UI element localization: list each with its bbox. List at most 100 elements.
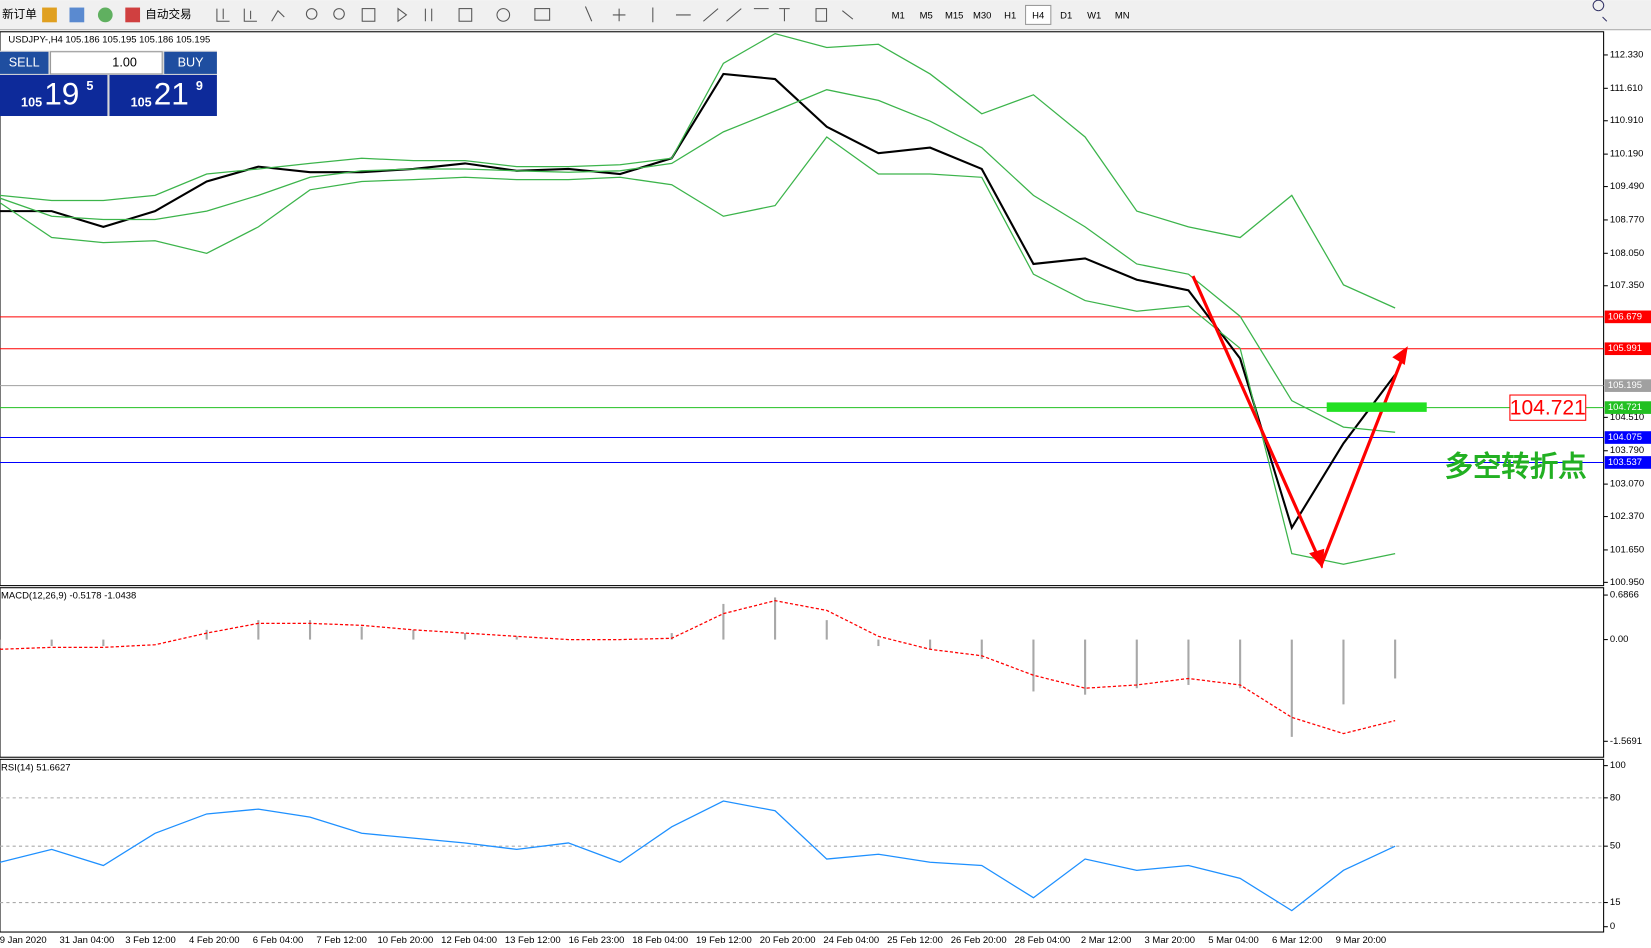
timeframe-button[interactable]: D1 (1060, 10, 1072, 21)
lot-value[interactable]: 1.00 (112, 56, 137, 70)
drawings: 104.721 多空转折点 (1191, 275, 1587, 569)
level-label: 104.075 (1608, 432, 1642, 443)
bid-box[interactable] (0, 74, 108, 117)
x-tick-label: 13 Feb 12:00 (505, 935, 561, 946)
timeframe-button[interactable]: H4 (1032, 10, 1044, 21)
buy-label[interactable]: BUY (178, 56, 205, 70)
x-tick-label: 6 Feb 04:00 (253, 935, 304, 946)
y-tick-label: 101.650 (1610, 544, 1644, 555)
level-label-bg (1604, 456, 1651, 469)
x-tick-label: 9 Mar 20:00 (1336, 935, 1387, 946)
x-tick-label: 7 Feb 12:00 (316, 935, 367, 946)
auto-trading-icon[interactable] (125, 7, 141, 23)
x-tick-label: 31 Jan 04:00 (59, 935, 114, 946)
bid-small: 5 (86, 79, 93, 93)
turning-bar (1326, 402, 1427, 412)
y-tick-label: 15 (1610, 897, 1621, 908)
y-tick-label: 50 (1610, 841, 1621, 852)
x-tick-label: 18 Feb 04:00 (632, 935, 688, 946)
timeframe-active (1025, 4, 1052, 25)
timeframe-button[interactable]: M15 (945, 10, 963, 21)
y-tick-label: 0.00 (1610, 634, 1628, 645)
y-tick-label: 108.770 (1610, 214, 1644, 225)
search-icon[interactable] (1592, 0, 1608, 22)
x-tick-label: 16 Feb 23:00 (569, 935, 625, 946)
ask-big: 105 (131, 96, 152, 110)
icon[interactable] (97, 7, 113, 23)
ask-small: 9 (196, 79, 203, 93)
y-tick-label: 109.490 (1610, 181, 1644, 192)
level-box (1509, 394, 1587, 421)
timeframe-button[interactable]: MN (1115, 10, 1130, 21)
toolbar (0, 0, 1651, 30)
macd-panel (0, 587, 1605, 758)
x-tick-label: 24 Feb 04:00 (823, 935, 879, 946)
main-panel (0, 31, 1605, 587)
x-tick-label: 12 Feb 04:00 (441, 935, 497, 946)
turning-point-label: 多空转折点 (1445, 450, 1587, 483)
x-tick-label: 3 Mar 20:00 (1145, 935, 1196, 946)
y-tick-label: 108.050 (1610, 248, 1644, 259)
timeframe-button[interactable]: M30 (973, 10, 991, 21)
level-label-bg (1604, 431, 1651, 444)
y-tick-label: 110.190 (1610, 149, 1644, 160)
sell-label[interactable]: SELL (9, 56, 40, 70)
x-tick-label: 2 Mar 12:00 (1081, 935, 1132, 946)
timeframe-button[interactable]: M5 (920, 10, 933, 21)
new-order-button[interactable]: 新订单 (2, 7, 37, 21)
ask-main: 21 (154, 75, 189, 111)
y-tick-label: 110.910 (1610, 115, 1644, 126)
level-label: 106.679 (1608, 311, 1642, 322)
y-tick-label: 80 (1610, 792, 1621, 803)
tool-icons[interactable] (216, 6, 854, 23)
timeframe-button[interactable]: W1 (1087, 10, 1101, 21)
series-line (0, 89, 1396, 433)
bid-main: 19 (44, 75, 79, 111)
x-tick-label: 10 Feb 20:00 (377, 935, 433, 946)
x-tick-label: 26 Feb 20:00 (951, 935, 1007, 946)
x-tick-label: 19 Feb 12:00 (696, 935, 752, 946)
y-tick-label: 112.330 (1610, 49, 1644, 60)
level-label-bg (1604, 401, 1651, 414)
panel-title: MACD(12,26,9) -0.5178 -1.0438 (1, 591, 136, 602)
icon[interactable] (69, 7, 85, 23)
y-tick-label: 103.070 (1610, 479, 1644, 490)
series-line (0, 136, 1396, 565)
y-tick-label: -1.5691 (1610, 736, 1642, 747)
sell-button[interactable] (0, 51, 49, 74)
y-tick-label: 104.510 (1610, 412, 1644, 423)
auto-trading-button[interactable]: 自动交易 (145, 7, 191, 21)
y-tick-label: 111.610 (1610, 83, 1643, 94)
y-tick-label: 100.950 (1610, 577, 1644, 588)
y-tick-label: 103.790 (1610, 445, 1644, 456)
timeframe-button[interactable]: H1 (1004, 10, 1016, 21)
level-label: 104.721 (1608, 402, 1642, 413)
y-tick-label: 107.350 (1610, 280, 1644, 291)
x-tick-label: 25 Feb 12:00 (887, 935, 943, 946)
arrow-head (1309, 346, 1408, 569)
level-label: 105.991 (1608, 343, 1642, 354)
x-tick-label: 20 Feb 20:00 (760, 935, 816, 946)
level-label: 103.537 (1608, 457, 1642, 468)
y-tick-label: 102.370 (1610, 511, 1644, 522)
level-label-bg (1604, 379, 1651, 392)
plots: 9 Jan 2020 31 Jan 04:00 3 Feb 12:00 4 Feb 2… (0, 32, 1651, 946)
y-tick-label: 0.6866 (1610, 590, 1639, 601)
buy-button[interactable] (164, 51, 217, 74)
timeframes: M1 M5 M15 M30 H1 H4 D1 W1 MN (892, 4, 1130, 25)
icon[interactable] (42, 7, 57, 23)
level-label: 105.195 (1608, 380, 1642, 391)
x-tick-label: 4 Feb 20:00 (189, 935, 240, 946)
y-tick-label: 0 (1610, 921, 1615, 932)
series-line (0, 600, 1396, 735)
timeframe-button[interactable]: M1 (892, 10, 905, 21)
x-tick-label: 6 Mar 12:00 (1272, 935, 1323, 946)
panel-title: RSI(14) 51.6627 (1, 762, 70, 773)
level-label-bg (1604, 310, 1651, 324)
x-tick-label: 28 Feb 04:00 (1014, 935, 1070, 946)
ask-box[interactable] (109, 74, 217, 117)
lot-field[interactable] (50, 51, 163, 75)
panel-title: USDJPY-,H4 105.186 105.195 105.186 105.1… (8, 35, 210, 46)
